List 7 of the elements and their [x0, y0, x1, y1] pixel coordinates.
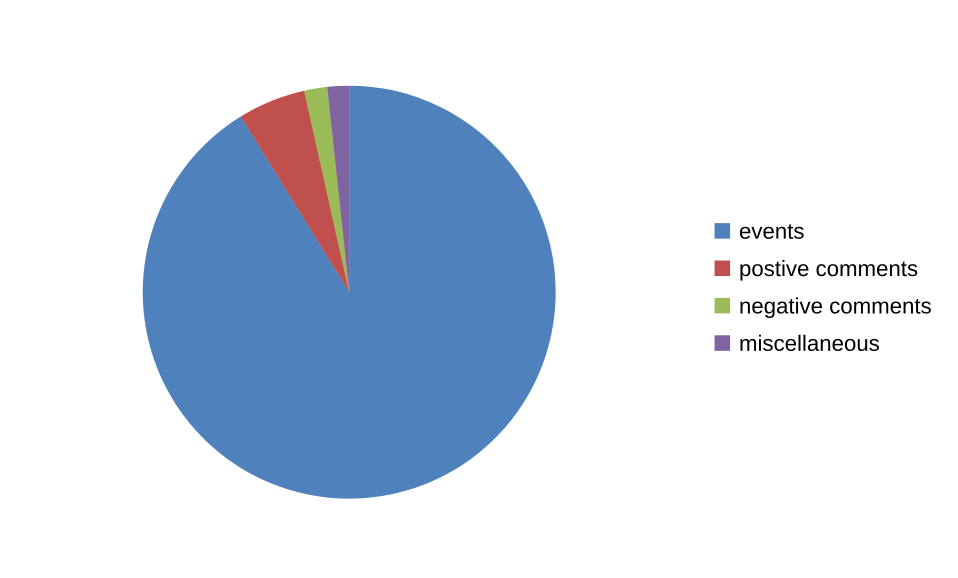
legend-label: negative comments [740, 297, 931, 318]
legend-label: postive comments [740, 260, 918, 281]
pie-slice [240, 90, 350, 292]
legend-label: miscellaneous [740, 334, 879, 352]
legend-label: events [740, 224, 804, 239]
pie-slice [304, 86, 350, 292]
pie-slice [142, 86, 556, 499]
